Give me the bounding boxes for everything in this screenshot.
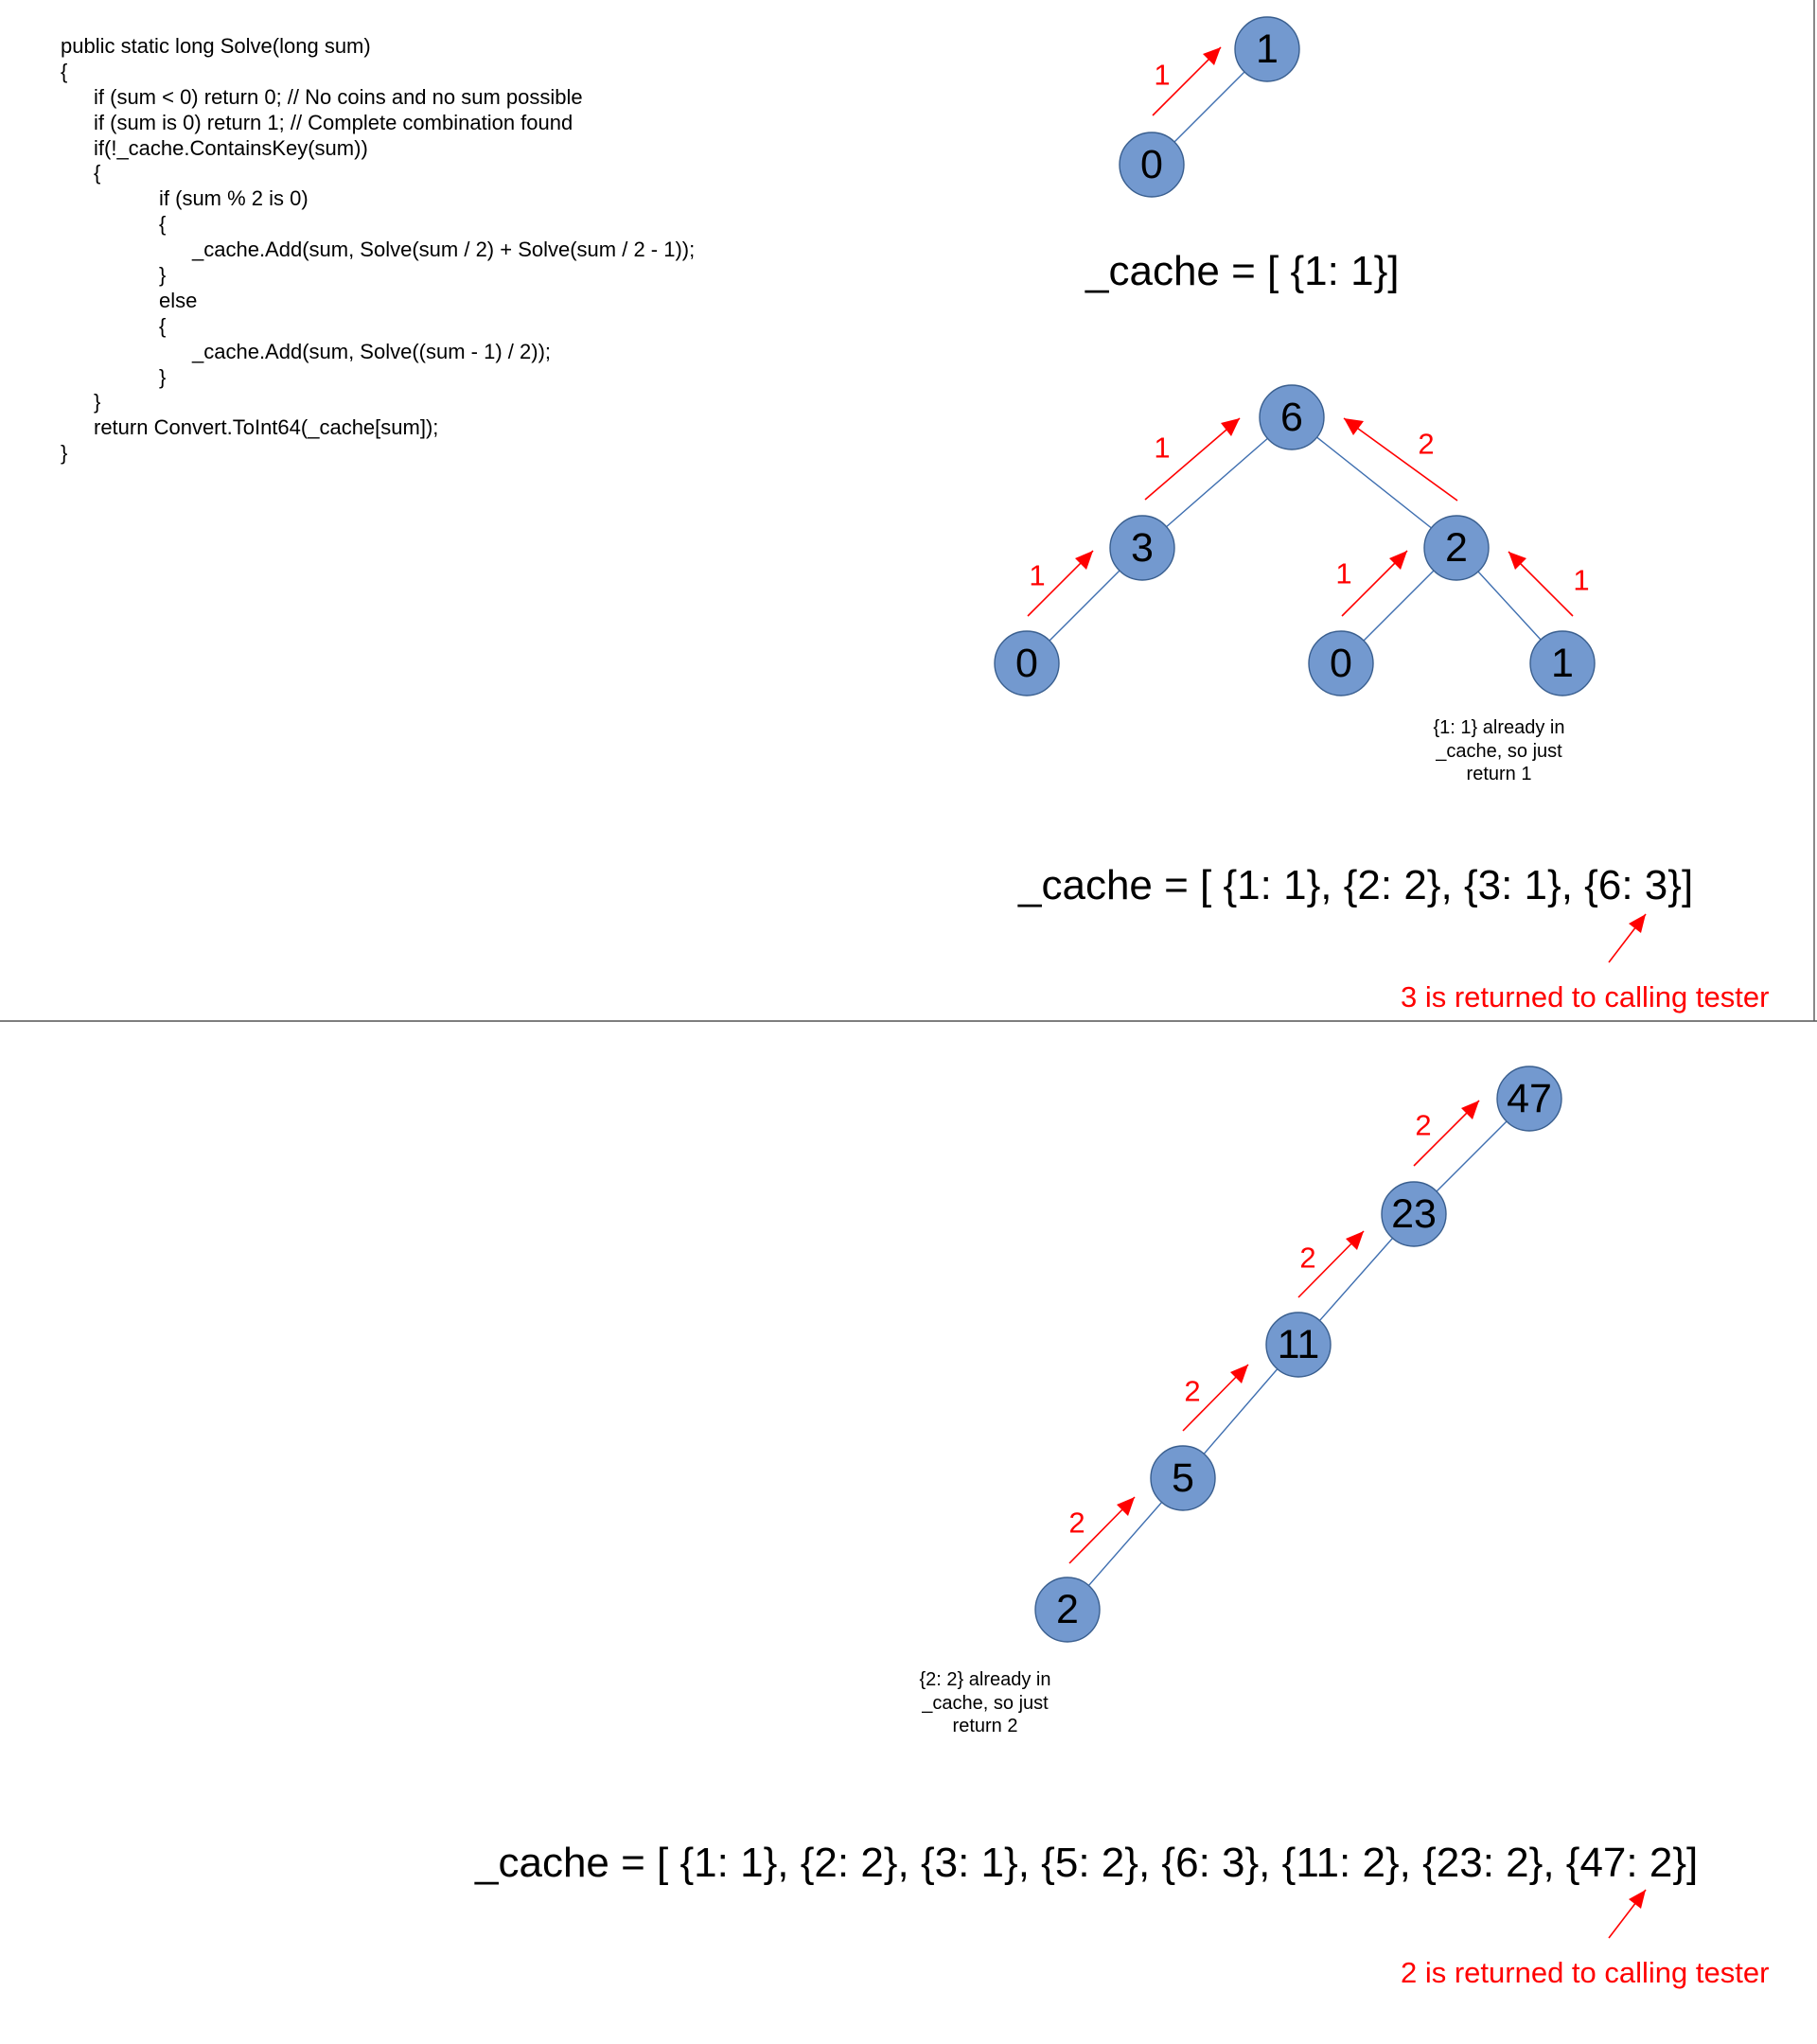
node-value: 3 [1131,525,1154,571]
return-arrow [1144,417,1241,501]
cache-hit-note: _cache, so just [1435,741,1562,762]
cache-hit-note: return 1 [1467,764,1532,784]
node-value: 0 [1140,142,1163,187]
arrow-label: 2 [1068,1507,1085,1540]
return-arrow [1152,46,1222,116]
code-line: public static long Solve(long sum) [61,34,371,58]
tree-node: 1 [1234,16,1300,82]
panel-3: 2 2 2 2 47 23 [474,1066,1769,1989]
tree-node: 0 [994,630,1060,696]
cache-state: _cache = [ {1: 1}, {2: 2}, {3: 1}, {5: 2… [474,1840,1698,1886]
return-pointer-arrow [1608,1889,1647,1939]
node-value: 0 [1330,641,1352,686]
cache-hit-note: {2: 2} already in [920,1669,1051,1690]
code-line: _cache.Add(sum, Solve(sum / 2) + Solve(s… [192,238,696,262]
red-arrow-shaft [1343,417,1458,502]
code-line: { [159,313,167,338]
arrow-label: 1 [1029,559,1045,592]
return-arrow [1341,550,1408,617]
node-value: 6 [1280,395,1303,440]
return-arrow [1343,417,1458,502]
returned-value-caption: 2 is returned to calling tester [1401,1956,1769,1989]
return-arrow [1297,1230,1365,1298]
return-arrow [1068,1496,1136,1564]
code-line: return Convert.ToInt64(_cache[sum]); [94,415,439,440]
node-value: 0 [1015,641,1038,686]
tree-node: 3 [1109,515,1175,581]
return-arrow [1413,1100,1480,1167]
red-arrow-head [1117,1497,1135,1516]
return-pointer-arrow [1608,913,1647,963]
code-line: if (sum % 2 is 0) [159,186,309,211]
tree-node: 2 [1034,1577,1101,1643]
code-line: if(!_cache.ContainsKey(sum)) [94,135,368,160]
code-line: { [159,212,167,237]
tree-edge [1291,416,1457,549]
node-value: 11 [1278,1322,1320,1367]
code-line: } [94,390,101,414]
tree-node: 5 [1150,1445,1216,1511]
red-arrow-shaft [1144,417,1241,501]
node-value: 47 [1507,1076,1552,1121]
red-arrow-head [1203,47,1221,65]
node-value: 5 [1172,1455,1194,1501]
panel-1: 1 1 0 _cache = [ {1: 1}] [1085,16,1399,294]
node-value: 1 [1551,641,1574,686]
tree-node: 0 [1119,132,1185,198]
cache-hit-note: _cache, so just [921,1693,1049,1714]
red-arrow-head [1221,418,1240,436]
cache-hit-note: {1: 1} already in [1434,717,1565,738]
red-arrow-head [1461,1101,1479,1119]
code-line: _cache.Add(sum, Solve((sum - 1) / 2)); [192,339,552,363]
arrow-label: 1 [1154,59,1170,92]
node-value: 1 [1256,26,1279,72]
node-value: 23 [1391,1191,1437,1237]
tree-node: 23 [1381,1181,1447,1247]
node-value: 2 [1056,1587,1079,1632]
panel-2: 1 2 1 1 1 6 [994,384,1769,1013]
arrow-label: 1 [1154,432,1170,465]
tree-edge [1141,416,1293,549]
tree-node: 1 [1529,630,1596,696]
cache-state: _cache = [ {1: 1}, {2: 2}, {3: 1}, {6: 3… [1017,862,1693,908]
red-arrow-head [1230,1365,1248,1383]
tree-node: 0 [1308,630,1374,696]
cache-hit-note: return 2 [953,1716,1018,1736]
arrow-label: 2 [1418,428,1434,461]
code-line: if (sum is 0) return 1; // Complete comb… [94,110,573,134]
red-arrow-head [1629,1890,1646,1909]
code-line: if (sum < 0) return 0; // No coins and n… [94,84,583,109]
code-line: else [159,288,198,312]
tree-node: 6 [1259,384,1325,450]
arrow-label: 2 [1184,1375,1200,1408]
arrow-label: 2 [1299,1242,1315,1275]
code-line: } [159,364,167,389]
arrow-label: 1 [1573,564,1589,597]
code-listing: public static long Solve(long sum) { if … [61,34,837,467]
code-line: } [61,441,68,466]
tree-node: 11 [1265,1312,1332,1378]
tree-node: 2 [1423,515,1490,581]
code-line: { [94,161,101,185]
code-line: } [159,263,167,288]
red-arrow-head [1075,551,1093,570]
cache-state: _cache = [ {1: 1}] [1085,248,1399,294]
arrow-label: 2 [1415,1109,1431,1142]
return-arrow [1508,551,1574,617]
red-arrow-head [1344,418,1364,435]
code-line: { [61,59,68,83]
arrow-label: 1 [1335,557,1351,590]
red-arrow-head [1508,552,1526,570]
node-value: 2 [1445,525,1468,571]
return-arrow [1027,550,1094,617]
returned-value-caption: 3 is returned to calling tester [1401,980,1769,1013]
red-arrow-head [1629,914,1646,933]
red-arrow-head [1346,1231,1364,1250]
return-arrow [1182,1364,1249,1432]
red-arrow-head [1389,551,1407,570]
tree-node: 47 [1496,1066,1562,1132]
